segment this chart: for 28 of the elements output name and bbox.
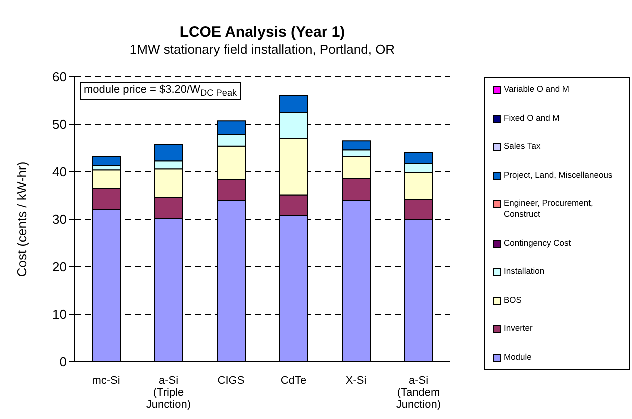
bar	[92, 156, 121, 166]
chart-title: LCOE Analysis (Year 1)	[178, 24, 346, 41]
legend-label: Contingency Cost	[504, 238, 572, 249]
legend-label: Inverter	[504, 323, 533, 334]
x-tick-label: a-Si (Tandem Junction)	[396, 375, 442, 411]
y-tick-label: 60	[52, 70, 67, 85]
legend-label: Project, Land, Miscellaneous	[504, 170, 613, 181]
x-tick-label: X-Si	[346, 375, 367, 387]
y-tick-label: 40	[52, 164, 67, 180]
y-axis-title: Cost (cents / kW-hr)	[14, 162, 30, 278]
legend-label: Sales Tax	[504, 141, 541, 152]
chart-subtitle: 1MW stationary field installation, Portland, OR	[128, 42, 396, 57]
x-tick-label: a-Si (Triple Junction)	[146, 375, 192, 411]
x-tick-label: mc-Si	[92, 375, 120, 387]
x-tick-label: CdTe	[280, 375, 307, 387]
legend-label: Installation	[504, 266, 545, 278]
x-tick-label: CIGS	[218, 375, 245, 387]
legend-label: Fixed O and M	[504, 112, 560, 124]
y-tick-label: 20	[52, 260, 67, 275]
legend-label: BOS	[504, 294, 522, 306]
y-tick-label: 10	[52, 307, 67, 322]
annotation: module price = $3.20/W$_{DC Peak}$	[80, 82, 242, 100]
y-tick-label: 50	[52, 117, 67, 132]
y-tick-label: 30	[52, 212, 67, 228]
legend-label: Module	[504, 352, 532, 363]
legend-label: Engineer, Procurement, Construct	[504, 198, 594, 220]
y-tick-label: 0	[60, 354, 67, 370]
legend-label: Variable O and M	[504, 84, 570, 95]
